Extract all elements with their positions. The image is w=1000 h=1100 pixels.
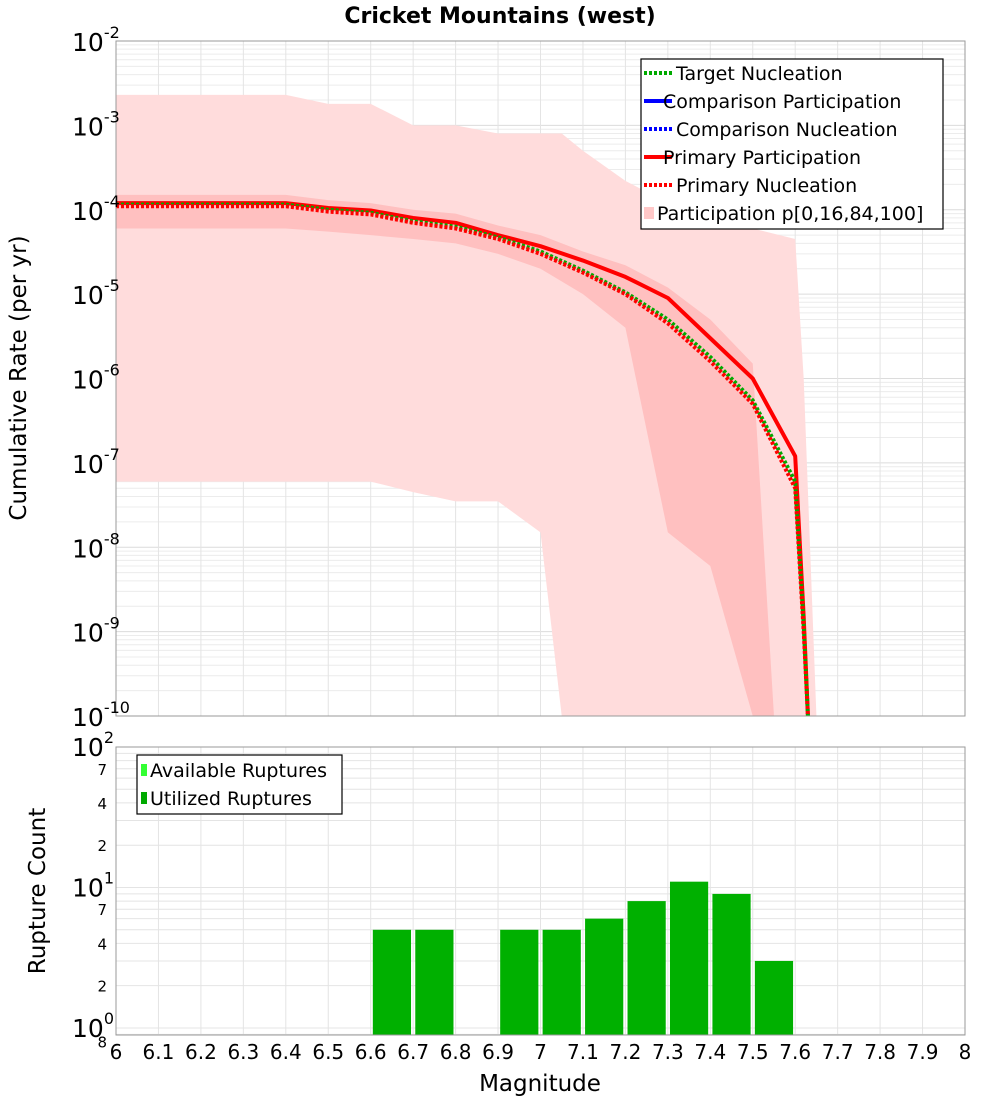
y-tick-label: 10-10 xyxy=(72,698,130,732)
legend-label: Comparison Nucleation xyxy=(676,119,898,141)
y-minor-tick-label: 2 xyxy=(97,978,107,996)
series-primary-participation xyxy=(116,201,810,717)
legend-swatch xyxy=(141,792,147,804)
rate-plot-y-ticks: 10-2 10-3 10-4 10-5 10-6 10-7 10-8 10-9 10-10 xyxy=(72,23,130,732)
x-tick-label: 7.1 xyxy=(567,1040,599,1064)
x-tick-label: 7.6 xyxy=(779,1040,811,1064)
count-plot-frame xyxy=(115,746,966,1036)
x-tick-label: 7.8 xyxy=(864,1040,896,1064)
x-tick-label: 7.2 xyxy=(609,1040,641,1064)
x-tick-label: 6.6 xyxy=(355,1040,387,1064)
count-plot-x-ticks: 6 6.1 6.2 6.3 6.4 6.5 6.6 6.7 6.8 6.9 7 7.1 7.2 7.3 7.… xyxy=(110,1040,972,1064)
rate-plot-frame xyxy=(115,40,966,717)
rate-plot-y-axis-title: Cumulative Rate (per yr) xyxy=(6,235,32,520)
y-tick-label: 102 xyxy=(72,728,114,762)
legend-label: Primary Participation xyxy=(663,147,861,169)
y-minor-tick-label: 4 xyxy=(97,795,107,813)
y-tick-label: 10-5 xyxy=(72,276,120,310)
x-tick-label: 7 xyxy=(534,1040,547,1064)
legend-swatch xyxy=(644,207,654,219)
bar xyxy=(754,960,794,1035)
rate-plot: 10-2 10-3 10-4 10-5 10-6 10-7 10-8 10-9 10-10 Cu… xyxy=(6,23,966,732)
y-tick-label: 100 xyxy=(72,1009,114,1043)
bar xyxy=(372,929,412,1035)
count-plot-y-ticks: 102 101 100 7 4 2 7 4 2 8 xyxy=(72,728,114,1052)
bar xyxy=(585,918,624,1035)
y-tick-label: 10-3 xyxy=(72,107,120,141)
legend-label: Target Nucleation xyxy=(675,63,843,85)
x-tick-label: 6 xyxy=(110,1040,123,1064)
x-tick-label: 7.5 xyxy=(737,1040,769,1064)
x-tick-label: 7.7 xyxy=(822,1040,854,1064)
rate-plot-legend-box xyxy=(640,58,944,230)
x-tick-label: 6.2 xyxy=(185,1040,217,1064)
legend-label: Participation p[0,16,84,100] xyxy=(657,203,923,225)
bar xyxy=(415,929,454,1035)
x-tick-label: 7.4 xyxy=(694,1040,726,1064)
chart-title: Cricket Mountains (west) xyxy=(344,4,655,29)
legend-label: Available Ruptures xyxy=(150,760,327,782)
y-minor-tick-label: 8 xyxy=(97,1034,107,1052)
legend-label: Primary Nucleation xyxy=(676,175,857,197)
y-tick-label: 101 xyxy=(72,868,114,902)
x-tick-label: 6.1 xyxy=(143,1040,175,1064)
bar xyxy=(669,881,709,1035)
y-minor-tick-label: 4 xyxy=(97,935,107,953)
y-minor-tick-label: 7 xyxy=(97,901,107,919)
y-tick-label: 10-4 xyxy=(72,192,120,226)
y-tick-label: 10-7 xyxy=(72,445,120,479)
y-minor-tick-label: 2 xyxy=(97,837,107,855)
y-minor-tick-label: 7 xyxy=(97,761,107,779)
x-tick-label: 6.8 xyxy=(440,1040,472,1064)
legend-swatch xyxy=(141,764,147,776)
rate-plot-series xyxy=(116,201,810,717)
rate-plot-legend: Target Nucleation Comparison Participatio… xyxy=(640,58,944,230)
x-tick-label: 6.9 xyxy=(482,1040,514,1064)
y-tick-label: 10-9 xyxy=(72,614,120,648)
bar xyxy=(500,929,539,1035)
x-tick-label: 7.9 xyxy=(907,1040,939,1064)
rate-plot-bands xyxy=(116,94,817,716)
x-tick-label: 8 xyxy=(959,1040,972,1064)
count-plot-legend: Available Ruptures Utilized Ruptures xyxy=(136,754,343,815)
y-tick-label: 10-2 xyxy=(72,23,120,57)
count-plot-x-axis-title: Magnitude xyxy=(479,1071,601,1097)
count-plot-legend-box xyxy=(136,754,343,815)
x-tick-label: 6.7 xyxy=(397,1040,429,1064)
legend-label: Utilized Ruptures xyxy=(150,788,312,810)
y-tick-label: 10-6 xyxy=(72,361,120,395)
count-plot-y-axis-title: Rupture Count xyxy=(25,808,51,974)
x-tick-label: 7.3 xyxy=(652,1040,684,1064)
x-tick-label: 6.4 xyxy=(270,1040,302,1064)
count-plot-bars xyxy=(372,881,794,1035)
legend-label: Comparison Participation xyxy=(663,91,901,113)
bar xyxy=(542,929,581,1035)
y-tick-label: 10-8 xyxy=(72,529,120,563)
bar xyxy=(627,901,666,1035)
x-tick-label: 6.5 xyxy=(312,1040,344,1064)
x-tick-label: 6.3 xyxy=(227,1040,259,1064)
bar xyxy=(712,893,751,1035)
band-participation-p-0-100- xyxy=(116,94,817,716)
